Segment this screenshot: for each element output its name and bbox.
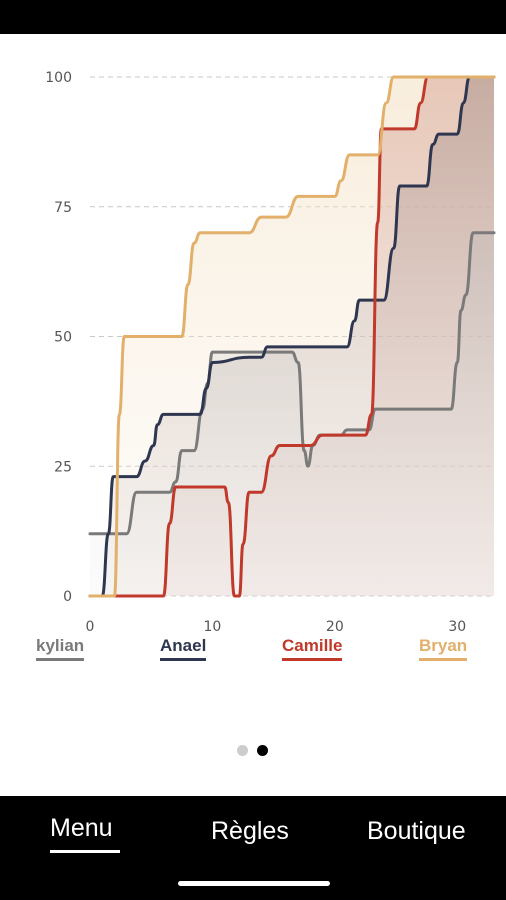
- x-tick-label: 0: [86, 619, 95, 635]
- x-tick-label: 10: [204, 619, 222, 635]
- chart-legend: kylian Anael Camille Bryan: [0, 636, 506, 666]
- area-kylian: [90, 232, 494, 596]
- nav-menu-underline: [50, 850, 120, 853]
- y-tick-label: 0: [63, 589, 72, 605]
- y-tick-label: 75: [54, 200, 72, 216]
- home-indicator[interactable]: [178, 881, 330, 886]
- line-chart: 0 25 50 75 100 0 10 20 30: [45, 70, 496, 635]
- legend-item-kylian[interactable]: kylian: [36, 636, 85, 661]
- legend-item-bryan[interactable]: Bryan: [419, 636, 468, 661]
- nav-regles[interactable]: Règles: [211, 817, 289, 845]
- nav-boutique[interactable]: Boutique: [367, 817, 466, 845]
- chart-container: 0 25 50 75 100 0 10 20 30: [0, 34, 506, 674]
- x-tick-label: 30: [448, 619, 466, 635]
- nav-menu[interactable]: Menu: [50, 814, 113, 842]
- series-line-bryan: [88, 75, 496, 598]
- legend-item-camille[interactable]: Camille: [282, 636, 343, 661]
- y-tick-label: 25: [54, 459, 72, 475]
- x-tick-label: 20: [326, 619, 344, 635]
- series-line-anael: [88, 75, 496, 598]
- legend-item-anael[interactable]: Anael: [160, 636, 207, 661]
- page-indicator: [237, 745, 277, 757]
- status-bar: [0, 0, 506, 34]
- bottom-navigation: Menu Règles Boutique: [0, 796, 506, 900]
- y-tick-label: 50: [54, 330, 72, 346]
- series-line-camille: [88, 75, 496, 598]
- y-tick-label: 100: [45, 70, 72, 86]
- page-dot-2[interactable]: [257, 745, 268, 756]
- page-dot-1[interactable]: [237, 745, 248, 756]
- series-line-kylian: [88, 231, 496, 536]
